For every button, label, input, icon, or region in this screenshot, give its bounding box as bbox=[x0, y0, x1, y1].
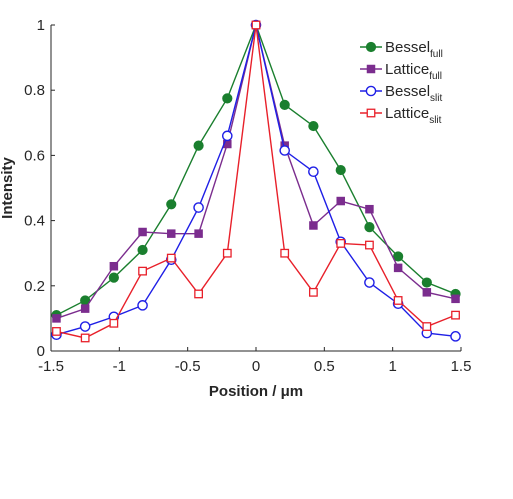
data-point-bessel-full bbox=[335, 164, 346, 176]
legend: BesselfullLatticefullBesselslitLatticesl… bbox=[360, 39, 443, 126]
legend-label: Besselslit bbox=[385, 83, 442, 104]
data-point-bessel-full bbox=[364, 222, 375, 233]
data-point-lattice-full bbox=[52, 314, 61, 323]
legend-item-bessel-full: Besselfull bbox=[360, 39, 443, 60]
data-point-lattice-full bbox=[80, 304, 90, 313]
y-tick-label: 1 bbox=[37, 17, 45, 34]
axes: -1.5 -1 -0.5 0 0.5 1 1.5 0 0.2 0.4 0.6 0.8 1 bbox=[24, 17, 471, 375]
x-tick-label: -1 bbox=[113, 358, 126, 375]
data-point-lattice-full bbox=[109, 261, 119, 271]
series-lattice-slit bbox=[52, 20, 460, 343]
legend-label: Besselfull bbox=[385, 39, 443, 60]
data-point-lattice-slit bbox=[109, 318, 119, 328]
data-point-lattice-slit bbox=[365, 240, 374, 250]
data-point-bessel-full bbox=[166, 199, 177, 210]
legend-label: Latticeslit bbox=[385, 105, 442, 126]
data-point-lattice-full bbox=[309, 221, 318, 230]
legend-item-lattice-slit: Latticeslit bbox=[360, 105, 442, 126]
y-tick-label: 0 bbox=[37, 343, 45, 360]
data-point-bessel-slit bbox=[221, 130, 233, 142]
data-point-lattice-slit bbox=[451, 310, 460, 320]
y-tick-label: 0.4 bbox=[24, 213, 45, 230]
data-point-lattice-slit bbox=[336, 239, 346, 248]
data-point-lattice-slit bbox=[166, 253, 176, 263]
x-tick-label: 1 bbox=[388, 358, 396, 375]
data-point-lattice-slit bbox=[251, 20, 261, 30]
data-point-lattice-slit bbox=[422, 322, 432, 331]
data-point-lattice-slit bbox=[308, 287, 318, 297]
series-layer bbox=[51, 19, 461, 343]
legend-marker bbox=[365, 85, 377, 97]
y-tick-label: 0.2 bbox=[24, 278, 45, 295]
data-point-lattice-slit bbox=[194, 289, 204, 299]
data-point-bessel-full bbox=[108, 272, 119, 283]
y-tick-label: 0.8 bbox=[24, 82, 45, 99]
x-tick-label: 1.5 bbox=[451, 358, 472, 375]
data-point-lattice-full bbox=[336, 196, 345, 206]
data-point-bessel-full bbox=[137, 244, 148, 256]
data-point-lattice-full bbox=[422, 288, 432, 297]
x-tick-label: -0.5 bbox=[175, 358, 201, 375]
legend-item-lattice-full: Latticefull bbox=[360, 61, 442, 82]
legend-marker bbox=[365, 41, 377, 53]
data-point-lattice-full bbox=[167, 229, 176, 238]
data-point-bessel-full bbox=[222, 93, 233, 104]
legend-item-bessel-slit: Besselslit bbox=[360, 83, 442, 104]
x-axis-label: Position / μm bbox=[209, 383, 303, 400]
data-point-lattice-full bbox=[194, 229, 203, 238]
y-axis-label: Intensity bbox=[0, 157, 16, 219]
data-point-bessel-slit bbox=[79, 321, 91, 332]
data-point-lattice-slit bbox=[52, 327, 61, 336]
data-point-bessel-slit bbox=[279, 145, 291, 156]
data-point-bessel-slit bbox=[137, 300, 148, 311]
legend-label: Latticefull bbox=[385, 61, 442, 82]
data-point-lattice-full bbox=[365, 204, 374, 214]
data-point-lattice-slit bbox=[393, 296, 403, 305]
x-tick-label: 0.5 bbox=[314, 358, 335, 375]
data-point-bessel-full bbox=[308, 120, 319, 132]
data-point-lattice-slit bbox=[80, 333, 90, 343]
series-bessel-full bbox=[51, 19, 461, 321]
x-tick-label: 0 bbox=[252, 358, 260, 375]
y-tick-label: 0.6 bbox=[24, 147, 45, 164]
data-point-bessel-full bbox=[279, 99, 290, 110]
data-point-bessel-slit bbox=[193, 202, 204, 213]
data-point-lattice-full bbox=[138, 227, 147, 237]
data-point-bessel-full bbox=[421, 277, 432, 288]
data-point-lattice-slit bbox=[138, 266, 147, 276]
data-point-bessel-full bbox=[393, 251, 404, 262]
data-point-bessel-slit bbox=[364, 277, 375, 288]
x-tick-label: -1.5 bbox=[38, 358, 64, 375]
data-point-lattice-full bbox=[451, 294, 460, 304]
data-point-bessel-slit bbox=[450, 331, 461, 342]
legend-marker bbox=[366, 64, 376, 74]
legend-marker bbox=[366, 108, 376, 118]
data-point-bessel-full bbox=[193, 140, 204, 151]
data-point-lattice-full bbox=[393, 263, 403, 273]
data-point-lattice-slit bbox=[222, 248, 232, 258]
data-point-bessel-slit bbox=[308, 166, 319, 177]
data-point-lattice-slit bbox=[280, 248, 290, 258]
